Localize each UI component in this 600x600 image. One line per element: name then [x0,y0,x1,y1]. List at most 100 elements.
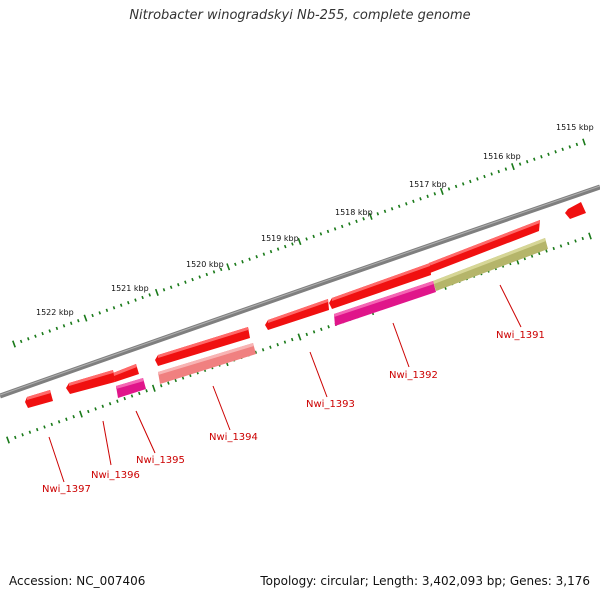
gene-feature-nwi-1397-forward[interactable] [25,390,53,408]
gene-label-nwi-1395[interactable]: Nwi_1395 [136,455,185,466]
inner-scale-tick-42 [312,330,316,334]
gene-feature-nwi-1396-forward[interactable] [66,370,115,394]
outer-scale-tick-70 [511,163,515,171]
outer-scale-tick-3 [34,334,37,338]
outer-scale-tick-58 [426,194,429,199]
inner-scale-tick-4 [35,427,39,432]
gene-feature-nwi-1395-reverse[interactable] [116,378,146,398]
outer-scale-tick-49 [362,217,365,221]
scale-label-1520: 1520 kbp [186,260,224,269]
outer-scale-tick-63 [461,182,465,186]
outer-scale-tick-24 [184,280,187,284]
outer-scale-tick-68 [497,169,500,174]
outer-scale-tick-20 [154,288,159,296]
outer-scale-ticks [12,138,586,348]
genome-backbone-highlight [0,185,600,396]
outer-scale-tick-48 [355,219,358,224]
outer-scale-tick-77 [561,147,564,152]
outer-scale-tick-34 [255,255,258,259]
outer-scale-tick-61 [447,187,451,191]
gene-feature-nwi-1393-forward[interactable] [265,299,329,330]
inner-scale-tick-79 [581,236,584,241]
gene-label-nwi-1393[interactable]: Nwi_1393 [306,399,355,410]
outer-scale-tick-78 [568,145,572,149]
inner-scale-tick-44 [327,325,330,329]
inner-scale-tick-75 [552,246,555,251]
gene-label-nwi-1396[interactable]: Nwi_1396 [91,470,140,481]
outer-scale-tick-79 [575,142,579,147]
outer-scale-tick-64 [469,179,472,184]
inner-scale-tick-6 [50,422,54,427]
outer-scale-tick-57 [419,197,422,201]
inner-scale-tick-3 [28,430,32,434]
outer-scale-tick-60 [439,187,444,195]
inner-scale-tick-5 [43,425,46,429]
outer-scale-tick-0 [12,340,16,348]
outer-scale-tick-28 [212,270,216,274]
inner-scale-tick-15 [116,399,119,403]
gene-label-nwi-1392[interactable]: Nwi_1392 [389,370,438,381]
outer-scale-tick-16 [127,300,130,305]
inner-scale-tick-2 [21,433,24,437]
gene-feature-right-edge[interactable] [565,202,586,219]
inner-scale-tick-7 [57,420,61,424]
inner-scale-tick-39 [290,337,294,342]
inner-scale-tick-37 [276,342,279,347]
outer-scale-tick-67 [490,172,493,176]
inner-scale-tick-76 [559,244,563,248]
outer-scale-tick-71 [518,162,522,166]
leader-line-nwi-1393 [309,351,328,398]
inner-scale-tick-0 [6,436,10,444]
outer-scale-tick-52 [383,209,387,214]
inner-scale-tick-80 [588,232,592,240]
scale-label-1518: 1518 kbp [335,208,373,217]
outer-scale-tick-53 [390,207,394,211]
gene-feature-nwi-1394-forward[interactable] [155,327,250,366]
outer-scale-tick-41 [305,237,308,241]
leader-line-nwi-1396 [102,420,112,466]
genome-title: Nitrobacter winogradskyi Nb-255, complet… [129,8,471,23]
inner-scale-tick-23 [174,378,177,383]
outer-scale-tick-51 [376,212,380,216]
inner-scale-tick-77 [567,241,570,246]
outer-scale-tick-35 [262,252,266,256]
leader-line-nwi-1392 [392,322,410,368]
outer-scale-tick-37 [276,247,280,251]
gene-label-nwi-1397[interactable]: Nwi_1397 [42,484,91,495]
gene-feature-nwi-1394-reverse[interactable] [158,343,256,384]
outer-scale-tick-12 [98,311,102,315]
inner-scale-tick-17 [130,394,134,398]
inner-scale-tick-19 [145,389,148,393]
inner-scale-tick-21 [159,384,163,388]
outer-scale-tick-7 [62,324,66,328]
scale-label-1521: 1521 kbp [111,284,149,293]
gene-feature-nwi-1391-reverse[interactable] [433,238,548,291]
scale-label-1517: 1517 kbp [409,180,447,189]
scale-label-1522: 1522 kbp [36,308,74,317]
inner-scale-tick-36 [269,345,272,349]
outer-scale-tick-5 [48,329,52,333]
gene-feature-nwi-1392-forward[interactable] [329,263,431,309]
outer-scale-tick-23 [177,283,180,287]
scale-label-1519: 1519 kbp [261,234,299,243]
inner-scale-tick-73 [537,251,541,256]
outer-scale-tick-25 [191,277,194,282]
inner-scale-tick-22 [167,381,170,385]
outer-scale-tick-1 [19,339,23,344]
gene-feature-nwi-1395-forward[interactable] [113,364,139,382]
gene-label-nwi-1391[interactable]: Nwi_1391 [496,330,545,341]
inner-scale-tick-34 [254,350,258,354]
outer-scale-tick-9 [77,319,80,323]
leader-line-nwi-1394 [212,385,231,431]
outer-scale-tick-29 [219,267,223,272]
outer-scale-tick-18 [141,295,144,300]
gene-label-nwi-1394[interactable]: Nwi_1394 [209,432,258,443]
gene-feature-nwi-1392-reverse[interactable] [334,281,436,326]
outer-scale-tick-65 [476,177,479,181]
gene-feature-nwi-1391-forward[interactable] [427,220,540,273]
outer-scale-tick-62 [454,184,458,189]
outer-scale-tick-19 [148,293,151,297]
inner-scale-tick-74 [545,249,548,253]
